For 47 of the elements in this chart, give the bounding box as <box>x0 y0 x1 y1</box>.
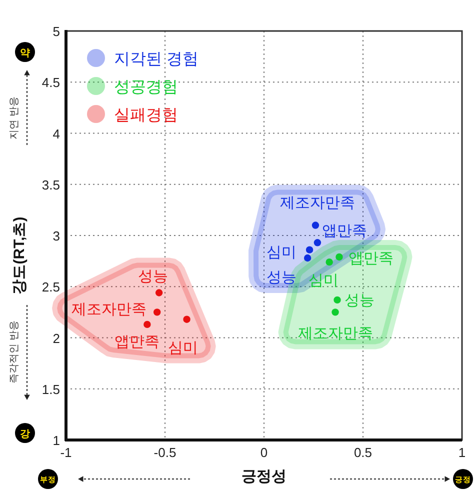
annotation: 심미 <box>168 339 198 356</box>
y-tick-label: 4.5 <box>42 75 60 90</box>
point <box>153 308 161 316</box>
x-tick-label: 1 <box>458 445 466 460</box>
point <box>304 254 312 262</box>
point <box>314 239 322 246</box>
text: 약 <box>20 48 30 59</box>
annotation: 성능 <box>138 268 168 285</box>
annotation: 앱만족 <box>348 250 394 267</box>
x-tick-label: -0.5 <box>154 445 176 460</box>
point <box>334 296 341 304</box>
text: 강 <box>20 429 30 440</box>
annotation: 성능 <box>344 292 374 309</box>
y-tick-label: 3 <box>52 228 60 244</box>
annotation: 앱만족 <box>114 333 160 350</box>
x-tick-label: -1 <box>60 445 72 460</box>
annotation: 앱만족 <box>322 222 367 240</box>
legend-label: 지각된 경험 <box>114 51 198 68</box>
y-tick-label: 3.5 <box>42 177 60 192</box>
text: 즉각적인 반응 <box>9 320 20 384</box>
y-tick-label: 4 <box>52 126 60 142</box>
y-tick-label: 1.5 <box>42 382 60 397</box>
x-axis-title: 긍정성 <box>242 468 286 485</box>
y-axis-title: 강도(RT,초) <box>11 216 28 294</box>
legend-label: 실패경험 <box>114 107 178 124</box>
point <box>144 320 151 328</box>
y-tick-label: 2 <box>52 330 60 346</box>
point <box>183 316 190 323</box>
x-tick-label: 0 <box>260 445 268 460</box>
text: 지연 반응 <box>9 96 20 140</box>
legend-label: 성공경험 <box>114 79 178 96</box>
y-tick-label: 1 <box>52 433 60 448</box>
x-tick-label: 0.5 <box>354 445 372 460</box>
y-tick-label: 2.5 <box>42 280 60 295</box>
annotation: 제조자만족 <box>298 325 373 342</box>
point <box>155 289 163 296</box>
point <box>312 222 320 229</box>
point <box>306 246 314 254</box>
point <box>336 253 343 261</box>
annotation: 성능 <box>266 268 297 286</box>
annotation: 제조자만족 <box>280 194 355 212</box>
annotation: 심미 <box>308 272 338 290</box>
y-tick-label: 5 <box>52 24 60 39</box>
point <box>332 308 339 316</box>
point <box>326 258 333 266</box>
annotation: 심미 <box>266 244 297 261</box>
annotation: 제조자만족 <box>72 301 147 318</box>
